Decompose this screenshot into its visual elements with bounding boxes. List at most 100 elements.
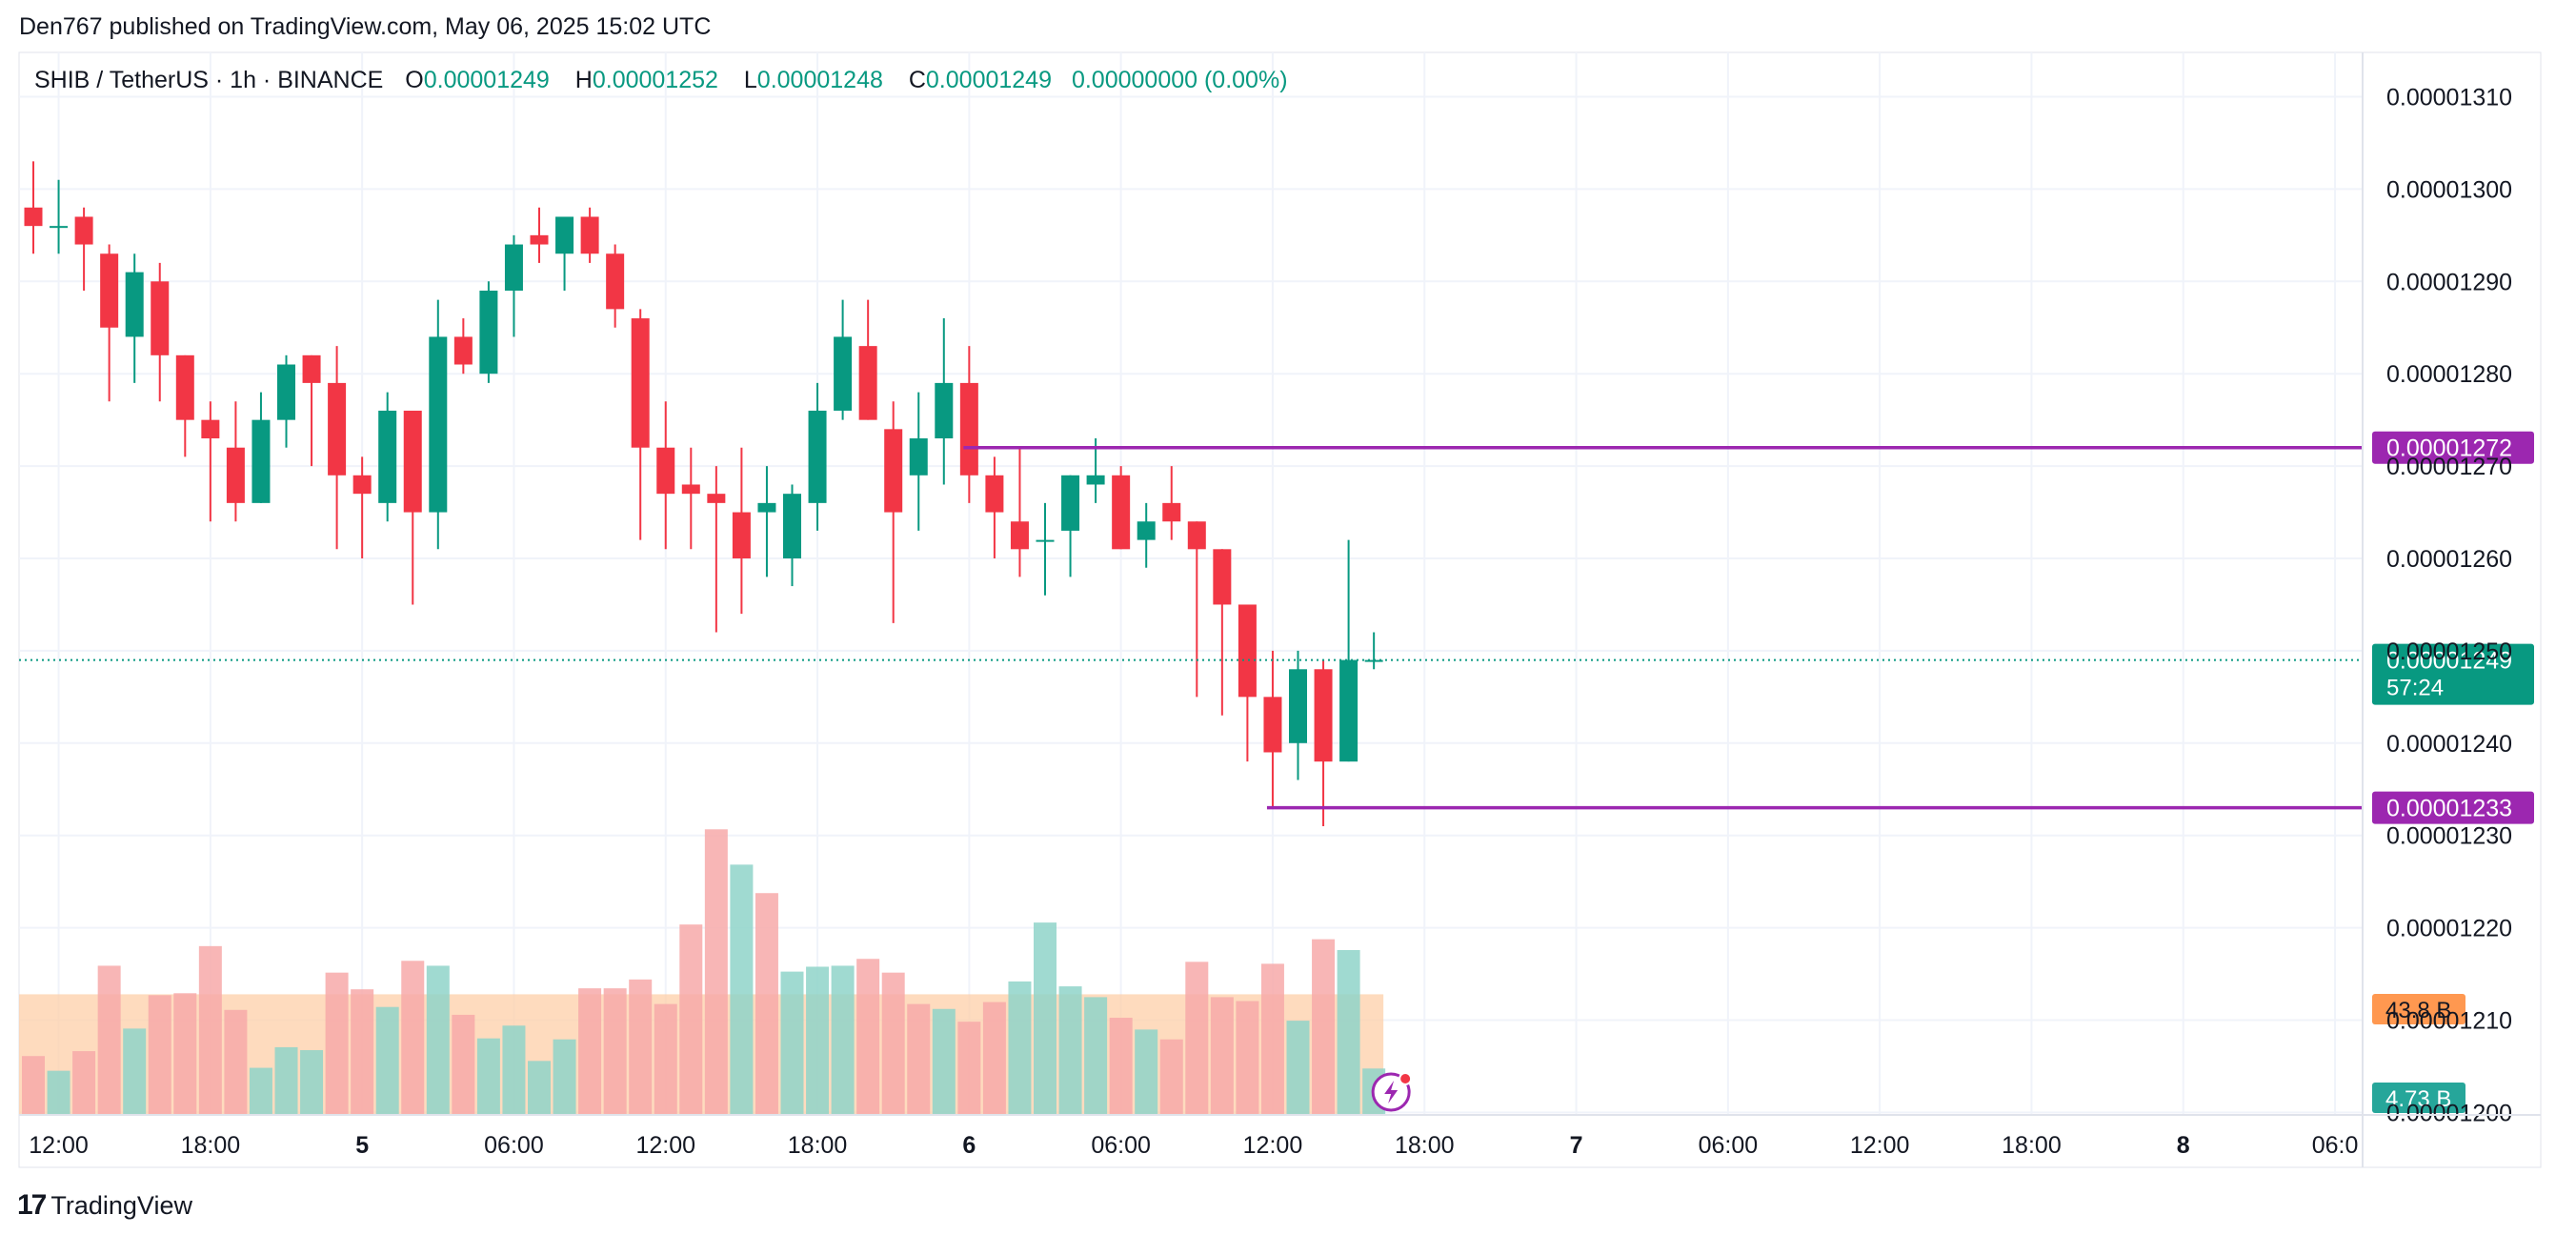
candle-body [479,290,498,375]
candle-body [732,512,751,558]
volume-bar [72,1051,96,1115]
volume-bar [401,961,425,1115]
price-tick-label: 0.00001210 [2386,1008,2512,1035]
candle-body [504,244,523,291]
candle-body [1086,475,1105,485]
volume-bar [148,995,171,1115]
time-tick-label: 7 [1570,1132,1583,1159]
candle-body [935,382,954,439]
last-price-tag [2372,643,2534,705]
candle-body [1289,669,1307,743]
volume-bar [806,966,830,1115]
close-label: C [908,67,926,93]
time-tick-label: 06:0 [2312,1132,2359,1159]
volume-bar [1185,962,1209,1115]
volume-bar [881,972,905,1115]
volume-bar [97,965,121,1115]
candle-body [834,336,853,411]
volume-bar [173,993,197,1115]
price-tick-label: 0.00001310 [2386,85,2512,111]
time-tick-label: 12:00 [1850,1132,1910,1159]
volume-bar [1109,1018,1133,1115]
candle-body [175,354,194,420]
volume-bar [325,972,349,1115]
candle-body [50,226,69,229]
price-tick-label: 0.00001290 [2386,269,2512,295]
tradingview-footer[interactable]: 17 TradingView [17,1189,192,1222]
candle-body [580,216,599,254]
candle-body [1213,549,1232,605]
candle-body [808,410,827,503]
volume-bar [780,971,804,1115]
candle-body [909,438,928,476]
volume-bar [856,959,880,1115]
candle-body [1112,475,1131,550]
candle-body [530,234,549,245]
volume-bar [1312,939,1336,1115]
time-tick-label: 12:00 [1243,1132,1303,1159]
candle-body [100,253,119,328]
volume-bar [224,1009,248,1115]
volume-bar [1337,949,1360,1115]
volume-last-label: 4.73 B [2385,1086,2451,1112]
price-tick-label: 0.00001280 [2386,361,2512,388]
candle-body [757,502,776,513]
price-level-label: 0.00001272 [2386,435,2512,462]
candle-body [277,364,295,420]
candle-body [1162,502,1181,522]
volume-bar [1034,922,1057,1115]
volume-bar [452,1014,475,1115]
candle-body [352,475,372,495]
time-tick-label: 6 [962,1132,976,1159]
price-tick-label: 0.00001260 [2386,546,2512,573]
notification-dot-icon [1399,1072,1413,1085]
volume-bar [1159,1039,1183,1115]
candle-body [429,336,448,513]
symbol-name: SHIB / TetherUS · 1h · BINANCE [34,67,384,93]
volume-bar [528,1061,551,1115]
candle-body [707,494,726,503]
volume-bar [704,829,728,1115]
time-tick-label: 06:00 [1091,1132,1151,1159]
candle-body [681,484,700,495]
volume-bar [578,988,602,1115]
open-label: O [405,67,424,93]
volume-bar [654,1003,677,1115]
price-tick-label: 0.00001250 [2386,638,2512,665]
candle-body [1238,604,1257,698]
candle-body [24,207,43,227]
published-caption: Den767 published on TradingView.com, May… [19,13,712,40]
low-label: L [743,67,757,93]
price-tick-label: 0.00001270 [2386,454,2512,480]
price-tick-label: 0.00001240 [2386,731,2512,758]
candle-body [1263,697,1282,753]
price-tick-label: 0.00001300 [2386,176,2512,203]
candle-body [74,216,93,245]
candles [24,161,1383,827]
brand-name: TradingView [50,1190,192,1220]
candle-body [1010,521,1029,550]
volume-bar [502,1025,526,1115]
volume-bar [679,924,703,1115]
price-level-tag [2372,791,2534,824]
candle-body [403,410,422,513]
axes: 0.00001310 0.00001300 0.00001290 0.00001280… [19,52,2541,1167]
low-value: 0.00001248 [756,67,883,93]
candle-body [378,410,397,503]
time-tick-label: 12:00 [29,1132,89,1159]
candle-body [201,419,220,439]
close-value: 0.00001249 [925,67,1052,93]
symbol-legend: SHIB / TetherUS · 1h · BINANCE O 0.000012… [34,67,1301,94]
time-tick-label: 5 [355,1132,369,1159]
candle-body [1036,539,1055,542]
time-tick-label: 18:00 [1395,1132,1455,1159]
time-tick-label: 18:00 [788,1132,848,1159]
volume-bar [47,1070,70,1115]
volume-bar [300,1050,324,1115]
time-tick-label: 06:00 [1699,1132,1759,1159]
volume-bar [249,1067,272,1115]
candle-body [606,253,625,310]
volume-bar [274,1046,298,1115]
candle-body [252,419,271,503]
